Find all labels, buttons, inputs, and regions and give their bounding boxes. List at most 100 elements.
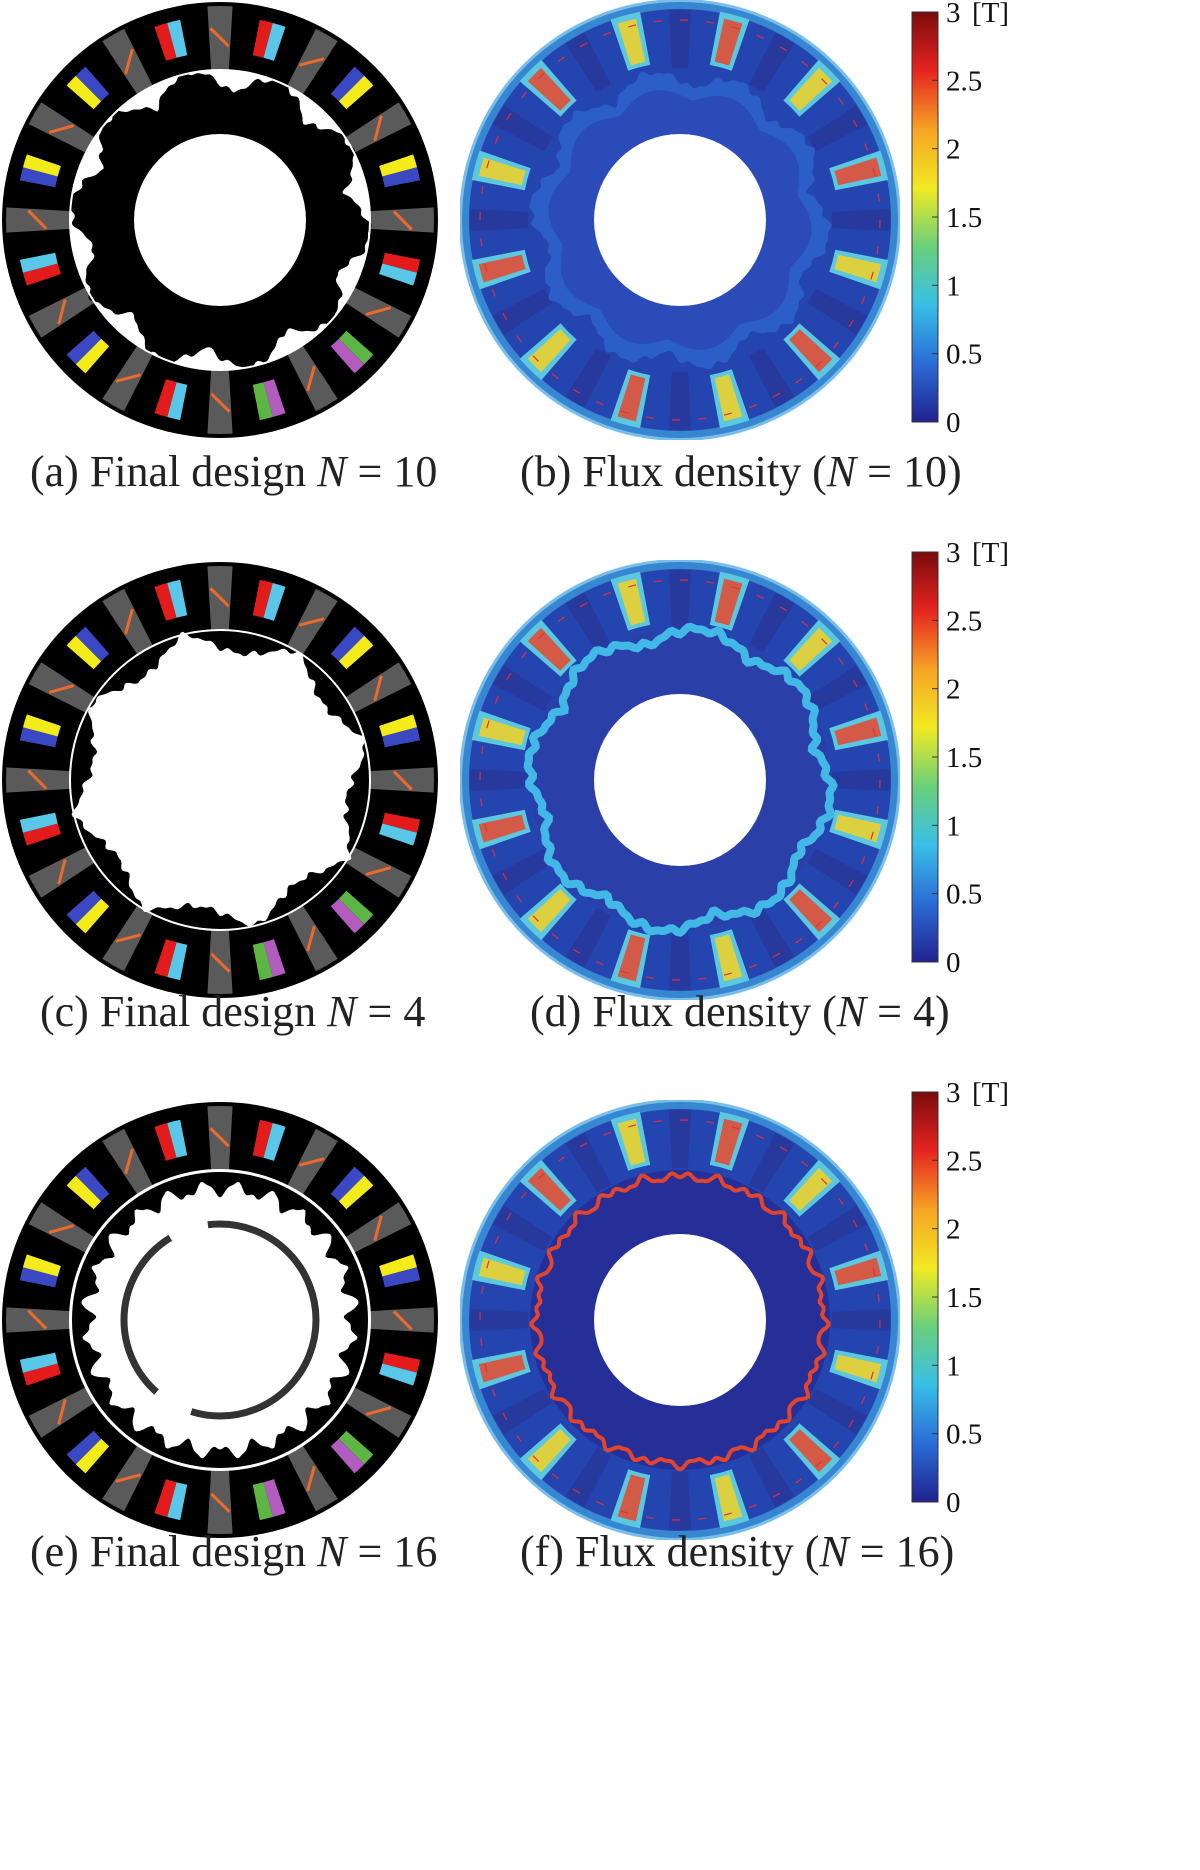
- coil-slot: [167, 19, 188, 58]
- colorbar-tick-label: 1.5: [946, 1282, 982, 1314]
- coil-slot: [379, 263, 418, 286]
- coil-slot: [154, 582, 177, 621]
- coil-slot: [330, 1438, 365, 1474]
- magnetization-arrow: [57, 1398, 67, 1425]
- magnetization-arrow: [298, 57, 325, 67]
- coil-slot: [252, 382, 273, 421]
- flux-pm-region: [470, 769, 529, 791]
- coil-slot: [154, 1479, 177, 1518]
- magnetization-arrow: [48, 684, 75, 694]
- flux-hotspot: [714, 18, 743, 66]
- flux-arrow: [494, 1235, 499, 1244]
- coil-slot: [19, 812, 58, 833]
- flux-arrow: [620, 410, 629, 414]
- flux-arrow: [794, 378, 803, 384]
- gap-line: [69, 69, 371, 371]
- colorbar-2: 3 2.5 2 1.5 1 0.5 0 [T]: [900, 540, 1200, 990]
- coil-slot: [379, 154, 418, 177]
- flux-arrow: [772, 392, 781, 398]
- flux-hotspot: [478, 1354, 526, 1383]
- flux-arrow: [861, 856, 866, 865]
- coil-slot: [338, 635, 374, 670]
- flux-hotspot: [789, 1429, 833, 1473]
- flux-arrow: [620, 970, 629, 974]
- flux-arrow: [698, 417, 707, 420]
- flux-arrow: [706, 21, 715, 24]
- coil-slot: [330, 338, 365, 374]
- caption-a: (a) Final design N = 10: [30, 447, 438, 496]
- magnetization-arrow: [306, 365, 316, 392]
- flux-arrow: [603, 31, 612, 36]
- flux-arrow: [620, 1510, 629, 1514]
- flux-arrow: [864, 143, 869, 152]
- flux-arrow: [579, 602, 588, 608]
- flux-hotspot: [478, 717, 526, 746]
- flux-arrow: [628, 584, 637, 588]
- flux-arrow: [877, 753, 880, 762]
- flux-arrow: [801, 620, 809, 627]
- flux-rotor-edge: [529, 1171, 831, 1472]
- colorbar-tick-label: 0: [946, 407, 961, 439]
- coil-slot: [263, 939, 286, 978]
- flux-arrow: [502, 872, 508, 881]
- flux-arrow: [486, 160, 490, 169]
- colorbar-tick-label: 3: [946, 0, 961, 29]
- flux-arrow: [748, 1504, 757, 1509]
- flux-arrow: [572, 1488, 581, 1494]
- flux-arrow: [861, 1396, 866, 1405]
- magnetization-arrow: [210, 952, 231, 973]
- coil-slot: [19, 727, 58, 748]
- shaft-hole: [134, 134, 306, 306]
- flux-pm-region: [669, 371, 691, 430]
- flux-arrow: [698, 1517, 707, 1520]
- flux-arrow: [481, 1285, 484, 1294]
- flux-pm-region: [749, 32, 795, 93]
- flux-arrow: [864, 1243, 869, 1252]
- flux-arrow: [698, 977, 707, 980]
- flux-arrow: [877, 193, 880, 202]
- flux-pm-region: [807, 105, 868, 151]
- flux-pm-region: [831, 769, 890, 791]
- magnetization-arrow: [48, 1224, 75, 1234]
- colorbar-1: 3 2.5 2 1.5 1 0.5 0 [T]: [900, 0, 1200, 450]
- coil-slot: [66, 330, 102, 365]
- coil-slot: [263, 22, 286, 61]
- coil-slot: [338, 1430, 374, 1465]
- coil-slot: [330, 626, 365, 662]
- coil-slot: [167, 382, 188, 421]
- flux-arrow: [486, 1260, 490, 1269]
- coil-slot: [338, 1175, 374, 1210]
- flux-arrow: [491, 288, 496, 297]
- flux-arrow: [748, 964, 757, 969]
- magnetization-arrow: [209, 27, 230, 48]
- magnetization-arrow: [27, 769, 48, 790]
- flux-arrow: [820, 638, 828, 645]
- flux-hotspot: [789, 1167, 833, 1211]
- coil-slot: [75, 626, 110, 662]
- flux-arrow: [494, 695, 499, 704]
- flux-pm-region: [831, 1309, 890, 1331]
- coil-slot: [66, 1430, 102, 1465]
- gap-line: [69, 629, 371, 931]
- flux-arrow: [801, 60, 809, 67]
- colorbar-tick-label: 1: [946, 270, 961, 302]
- flux-arrow: [551, 933, 559, 940]
- colorbar-tick-label: 0: [946, 947, 961, 979]
- flux-panel-f: [460, 1100, 900, 1540]
- coil-slot: [66, 635, 102, 670]
- coil-slot: [22, 1254, 61, 1277]
- flux-arrow: [838, 97, 844, 106]
- flux-pm-region: [807, 665, 868, 711]
- colorbar-unit: [T]: [972, 1080, 1009, 1109]
- flux-hotspot: [834, 717, 882, 746]
- flux-arrow: [756, 594, 765, 599]
- flux-arrow: [551, 1473, 559, 1480]
- flux-arrow: [595, 961, 604, 966]
- flux-pm-region: [807, 1205, 868, 1251]
- flux-arrow: [876, 246, 879, 255]
- flux-hotspot: [714, 578, 743, 626]
- flux-pm-region: [470, 1309, 529, 1331]
- flux-hotspot: [714, 1474, 743, 1522]
- magnetization-arrow: [209, 1127, 230, 1148]
- flux-arrow: [538, 1172, 545, 1180]
